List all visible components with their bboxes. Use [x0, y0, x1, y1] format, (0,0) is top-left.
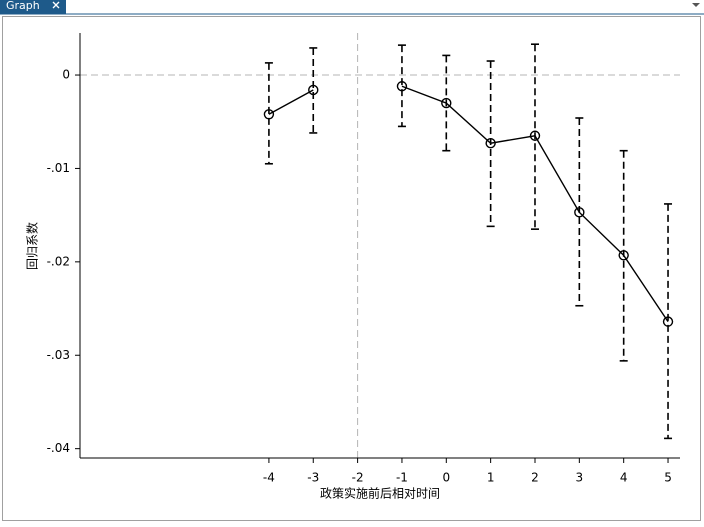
graph-area: [2, 16, 701, 521]
point-marker: [485, 138, 496, 149]
point-marker: [441, 97, 452, 109]
x-tick-label: -1: [396, 471, 408, 485]
x-tick-label: 2: [531, 471, 539, 485]
x-tick-label: 0: [442, 471, 450, 485]
line: [268, 85, 669, 323]
tab-close[interactable]: [52, 1, 60, 9]
x-axis-title: 政策实施前后相对时间: [320, 486, 440, 501]
tab-bar: [0, 0, 704, 14]
point-marker: [263, 109, 275, 120]
x-tick-label: -3: [307, 471, 319, 485]
point-marker: [618, 250, 629, 261]
point-marker: [396, 81, 408, 92]
graph-tab[interactable]: [0, 0, 66, 14]
x-tick-label: 1: [487, 471, 495, 485]
y-tick-label: -.04: [47, 441, 70, 455]
x-tick-label: 3: [576, 471, 584, 485]
dropdown-arrow[interactable]: [692, 3, 700, 7]
point-marker: [529, 130, 541, 141]
tab-title: Graph: [6, 0, 40, 12]
x-tick-label: -4: [263, 471, 275, 485]
point-marker: [574, 207, 585, 218]
y-tick-label: -.01: [47, 161, 70, 175]
point-marker: [662, 316, 674, 327]
x-tick-label: -2: [352, 471, 364, 485]
x-tick-label: 5: [664, 471, 672, 485]
y-tick-label: -.02: [47, 254, 70, 268]
y-axis-title: 回归系数: [25, 222, 40, 270]
y-tick-label: -.03: [47, 348, 70, 362]
y-tick-label: 0: [62, 68, 70, 82]
x-tick-label: 4: [620, 471, 628, 485]
point-marker: [308, 84, 319, 96]
